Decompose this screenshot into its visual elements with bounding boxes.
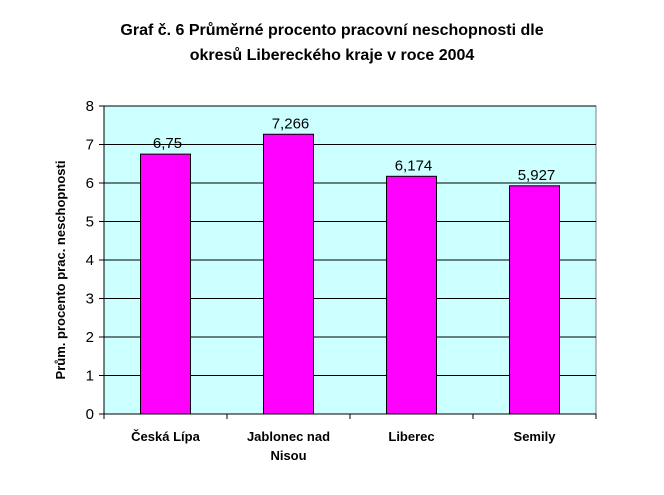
chart-title-line-2: okresů Libereckého kraje v roce 2004 [189,47,475,64]
y-tick-label: 2 [86,329,94,346]
x-category-label: Semily [514,429,557,444]
chart-title-line-1: Graf č. 6 Průměrné procento pracovní nes… [120,22,544,39]
data-label: 7,266 [272,115,310,132]
y-tick-label: 4 [86,252,94,269]
y-axis-label: Prům. procento prac. neschopnosti [53,161,68,380]
y-tick-label: 1 [86,368,94,385]
data-labels: 6,75 7,266 6,174 5,927 [153,115,555,184]
data-label: 5,927 [518,167,556,184]
x-category-label: Nisou [270,448,306,463]
axes [99,105,597,419]
bars [140,133,560,415]
x-category-label: Jablonec nad [247,429,330,444]
chart-title: Graf č. 6 Průměrné procento pracovní nes… [0,18,664,68]
x-category-label: Liberec [388,429,434,444]
bar [140,153,191,415]
y-tick-label: 5 [86,214,94,231]
data-label: 6,174 [395,157,433,174]
x-category-labels: Česká Lípa Jablonec nad Nisou Liberec Semily [131,429,556,463]
bar [386,175,437,415]
y-tick-label: 7 [86,137,94,154]
y-tick-label: 8 [86,98,94,115]
y-tick-label: 3 [86,291,94,308]
y-tick-labels: 0 1 2 3 4 5 6 7 8 [86,98,94,423]
x-category-label: Česká Lípa [131,429,200,444]
y-tick-label: 0 [86,406,94,423]
y-tick-label: 6 [86,175,94,192]
data-label: 6,75 [153,135,182,152]
bar [263,133,314,415]
bar [509,185,560,415]
